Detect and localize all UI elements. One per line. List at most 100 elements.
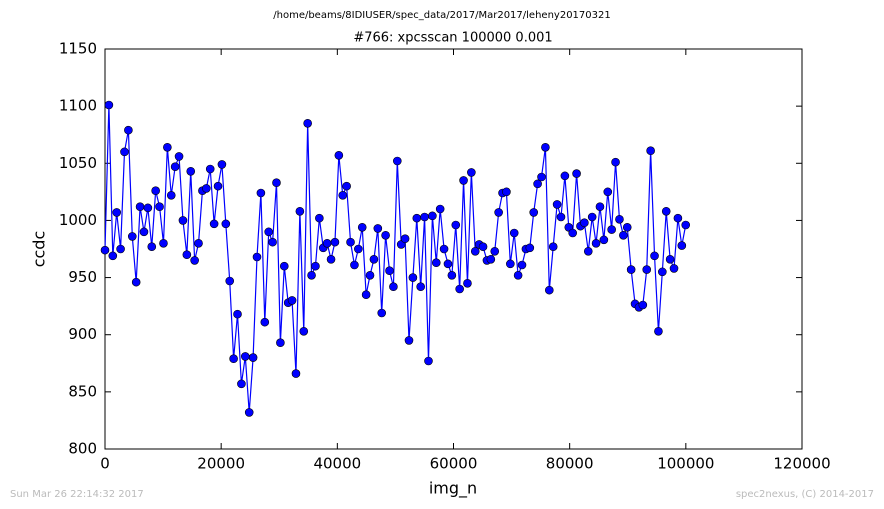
data-point [365,270,375,280]
x-tick-label: 20000 [197,455,245,473]
data-point [408,273,418,282]
data-point [673,213,683,223]
data-point [420,212,429,222]
data-point [346,237,355,247]
data-point [416,282,425,292]
data-point [607,225,616,234]
data-point [447,270,457,280]
data-point [315,213,324,223]
data-point [677,241,687,250]
data-point [533,179,542,189]
data-point [451,220,461,230]
data-point [295,206,305,216]
data-point [572,169,581,178]
data-point [334,150,344,160]
data-point [654,326,663,336]
y-axis-label: ccdc [30,231,49,268]
data-point [221,219,231,229]
data-point [490,246,500,256]
data-point [369,254,379,264]
data-point [163,142,172,152]
data-point [506,259,515,269]
data-point [463,278,472,288]
data-point [127,232,137,241]
data-point [431,258,441,268]
x-axis-label: img_n [429,479,477,499]
data-point [155,202,164,212]
data-point [428,211,437,221]
data-point [373,224,383,233]
data-point [646,146,655,156]
data-point [486,254,496,264]
data-point [393,156,402,166]
y-tick-label: 1150 [59,40,97,58]
data-point [104,100,114,110]
data-point [291,369,301,378]
data-point [443,259,453,269]
data-point [389,282,398,292]
data-point [108,251,118,261]
data-point [642,265,652,274]
data-point [424,356,433,366]
data-point [412,213,422,223]
data-point [100,245,110,255]
data-point [178,216,188,225]
data-point [264,227,273,237]
data-point [299,326,309,336]
data-point [116,244,125,254]
y-tick-label: 800 [68,440,97,458]
data-point [124,125,133,135]
data-point [669,264,679,273]
data-point [194,238,203,248]
data-point [658,267,667,277]
data-point [467,168,476,177]
x-tick-label: 0 [100,455,110,473]
data-point [615,214,624,224]
data-point [205,164,215,174]
data-point [311,261,320,271]
data-point [439,244,449,254]
data-point [377,308,387,318]
data-point [256,188,266,198]
data-point [139,227,149,237]
data-point [182,250,192,260]
chart-title: #766: xpcsscan 100000 0.001 [353,31,552,46]
data-point [595,202,605,212]
data-point [248,353,258,362]
data-point [513,270,523,280]
data-point [326,254,336,264]
data-point [517,260,527,270]
data-point [529,208,539,217]
data-point [112,208,121,217]
x-tick-label: 40000 [313,455,361,473]
data-point [330,237,340,247]
data-point [217,160,227,169]
data-point [237,379,246,389]
data-point [225,276,235,286]
data-point [350,260,359,270]
data-point [322,238,332,248]
data-point [354,244,363,254]
data-point [279,261,289,271]
data-point [435,204,445,214]
data-point [120,147,129,157]
data-point [537,172,546,182]
y-tick-label: 900 [68,325,97,343]
data-point [404,336,414,345]
data-point [229,354,238,364]
data-point [131,277,141,287]
data-point [556,212,566,222]
data-point [287,296,297,305]
data-point [541,142,550,152]
data-point [552,200,562,209]
data-point [159,238,168,248]
x-tick-label: 80000 [546,455,594,473]
data-point [599,235,609,245]
data-point [381,230,390,240]
data-point [338,190,348,200]
data-point [307,270,316,280]
data-point [357,222,367,232]
y-tick-label: 950 [68,268,97,286]
data-point [611,157,620,167]
